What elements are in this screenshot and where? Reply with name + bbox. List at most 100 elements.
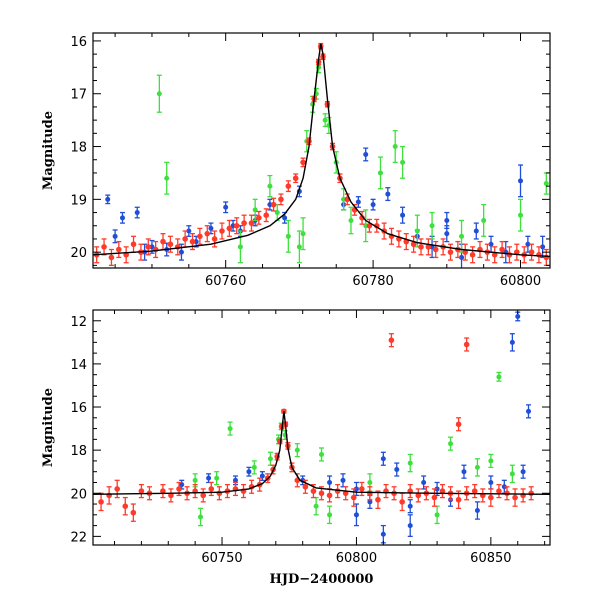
point-marker — [186, 228, 192, 234]
data-point — [439, 483, 446, 499]
data-point — [355, 196, 361, 208]
point-marker — [380, 531, 386, 537]
point-marker — [319, 451, 324, 457]
point-marker — [105, 196, 111, 202]
data-point — [429, 211, 435, 240]
point-marker — [267, 183, 273, 189]
point-marker — [359, 486, 365, 492]
point-marker — [350, 494, 357, 501]
point-marker — [432, 246, 439, 253]
x-tick-label: 60760 — [205, 274, 246, 289]
data-point — [319, 447, 324, 462]
data-point — [367, 486, 373, 501]
data-point — [326, 488, 333, 503]
point-marker — [208, 225, 214, 231]
point-marker — [439, 488, 446, 494]
data-point — [285, 219, 291, 253]
data-point — [164, 161, 170, 195]
point-marker — [156, 91, 162, 97]
data-point — [156, 74, 162, 113]
data-point — [514, 243, 520, 261]
point-marker — [241, 220, 247, 226]
data-point — [294, 443, 300, 458]
data-point — [240, 483, 247, 499]
point-marker — [506, 251, 513, 258]
data-point — [251, 460, 257, 475]
point-marker — [370, 202, 376, 208]
point-marker — [327, 479, 333, 485]
point-marker — [267, 456, 273, 462]
data-point — [400, 145, 406, 179]
data-point — [396, 230, 402, 248]
data-point — [410, 235, 417, 253]
data-point — [488, 488, 494, 507]
data-point — [528, 243, 535, 261]
data-point — [503, 240, 509, 264]
data-point — [178, 243, 184, 261]
data-point — [98, 492, 104, 512]
data-point — [540, 235, 546, 259]
point-marker — [429, 223, 435, 229]
y-axis-title: Magnitude — [41, 388, 56, 467]
data-point — [407, 453, 413, 473]
data-point — [313, 496, 319, 516]
point-marker — [431, 494, 438, 501]
data-point — [496, 483, 502, 499]
data-point — [385, 187, 391, 202]
data-point — [499, 240, 505, 259]
point-marker — [237, 244, 243, 250]
data-point — [160, 483, 166, 499]
point-marker — [200, 492, 207, 499]
point-marker — [512, 494, 518, 501]
data-point — [101, 238, 107, 256]
point-marker — [518, 178, 524, 184]
point-marker — [108, 254, 115, 261]
point-marker — [296, 244, 302, 250]
data-point — [461, 464, 467, 479]
plot-area — [93, 42, 550, 268]
point-marker — [469, 251, 476, 258]
point-marker — [394, 467, 400, 473]
top-panel: 60760 60780 60800 16 17 18 19 20 Magnitude — [41, 32, 551, 289]
data-point — [520, 464, 526, 479]
point-marker — [367, 490, 373, 497]
point-marker — [514, 249, 520, 255]
data-point — [278, 193, 284, 206]
data-point — [509, 333, 515, 352]
point-marker — [444, 231, 450, 237]
point-marker — [355, 199, 361, 205]
data-point — [112, 229, 118, 244]
data-point — [520, 488, 526, 503]
model-curve — [93, 43, 550, 258]
point-marker — [496, 488, 502, 494]
data-point — [543, 172, 549, 195]
data-point — [219, 222, 225, 240]
data-point — [204, 225, 211, 243]
point-marker — [488, 479, 494, 485]
series-green — [156, 61, 549, 264]
point-marker — [543, 181, 549, 187]
point-marker — [285, 183, 292, 189]
point-marker — [204, 230, 211, 237]
point-marker — [179, 482, 185, 488]
point-marker — [455, 421, 462, 428]
data-point — [471, 483, 478, 499]
y-tick-label: 17 — [70, 88, 87, 103]
data-point — [491, 246, 498, 264]
data-point — [340, 473, 346, 488]
point-marker — [425, 244, 432, 250]
x-tick-label: 60800 — [500, 274, 541, 289]
point-marker — [176, 486, 182, 492]
point-marker — [164, 175, 170, 181]
point-marker — [256, 215, 262, 221]
data-point — [152, 240, 159, 259]
point-marker — [407, 523, 413, 529]
point-marker — [518, 212, 524, 218]
y-tick-label: 20 — [70, 487, 87, 502]
data-point — [106, 486, 112, 505]
y-tick-label: 22 — [70, 530, 87, 545]
data-point — [463, 337, 470, 352]
point-marker — [359, 215, 365, 221]
y-tick-label: 14 — [70, 358, 87, 373]
point-marker — [375, 496, 381, 503]
